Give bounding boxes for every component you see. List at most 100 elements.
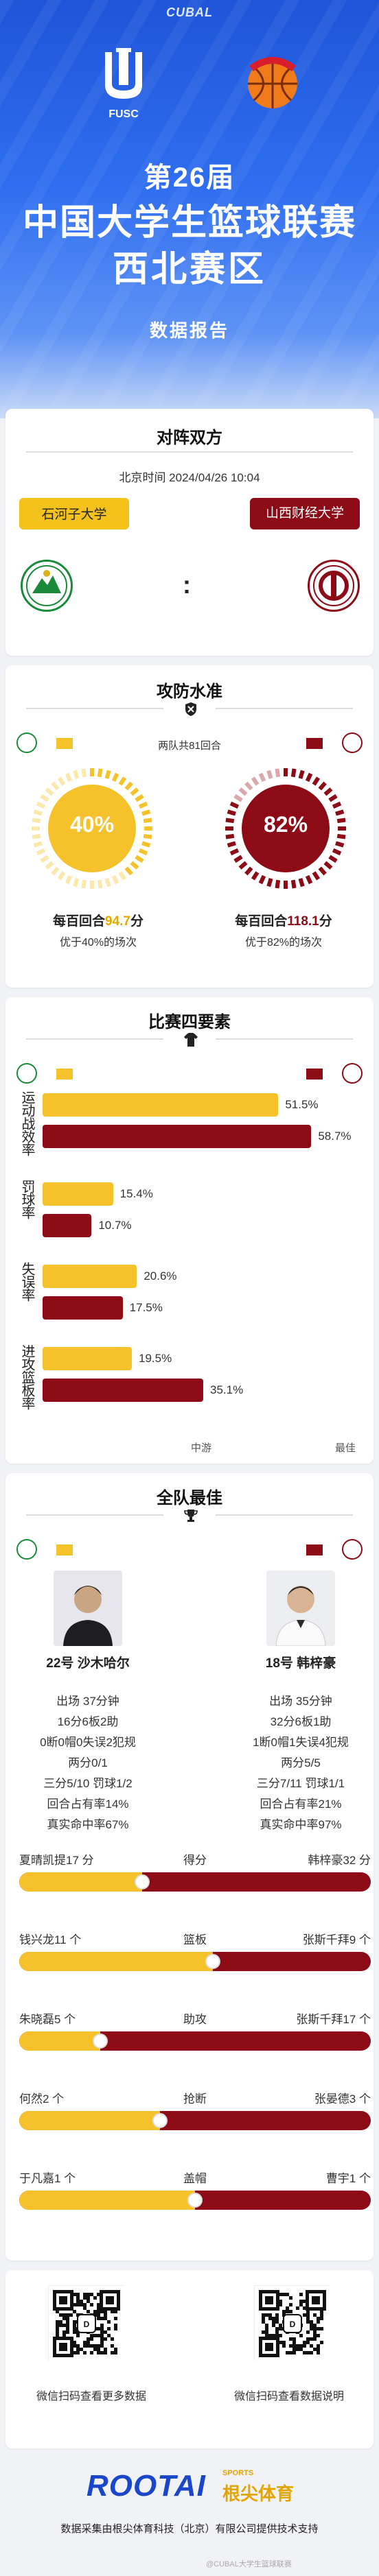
factor-bar-team-b <box>43 1214 92 1237</box>
hero-banner: CUBAL FUSC 第26届 中国大学生篮球联赛 西北赛区 数据报告 <box>0 0 379 418</box>
leader-team-b: 韩梓豪32 分 <box>308 1854 371 1867</box>
ring-disc <box>242 785 330 872</box>
ring-tick <box>104 878 111 887</box>
ring-tick <box>335 841 345 848</box>
rootai-cn: 根尖体育 <box>222 2483 295 2504</box>
ring-tick <box>275 768 281 778</box>
ring-tick <box>36 801 46 809</box>
ring-tick <box>318 781 327 791</box>
ring-tick <box>323 861 333 870</box>
ring-tick <box>40 794 49 802</box>
team-a-swatch <box>56 738 73 749</box>
ring-tick <box>312 776 321 786</box>
leader-bar-marker <box>135 1874 150 1889</box>
best-players-card: 全队最佳 22号 沙木 <box>5 1473 374 2261</box>
factor-label: 失误率 <box>19 1262 34 1301</box>
team-a-per100: 每百回合94.7分 <box>52 914 143 929</box>
factor-value-team-b: 35.1% <box>210 1383 244 1396</box>
factor-value-team-a: 20.6% <box>143 1269 177 1283</box>
footer-brand: ROOTAI SPORTS 根尖体育 <box>0 2465 379 2527</box>
team-b-small-logo-2 <box>342 1063 363 1084</box>
leader-category: 得分 <box>183 1854 207 1867</box>
ring-tick <box>244 781 253 791</box>
rootai-logo: ROOTAI <box>87 2469 206 2503</box>
qr-left-caption: 微信扫码查看更多数据 <box>36 2391 146 2402</box>
ring-tick <box>328 794 338 802</box>
ring-tick <box>225 818 235 824</box>
leader-category: 助攻 <box>183 2013 207 2026</box>
ring-tick <box>251 776 260 786</box>
ring-tick <box>244 866 253 876</box>
leader-team-b: 曹宇1 个 <box>325 2172 371 2185</box>
cuba-logo <box>242 48 303 123</box>
league-title: 中国大学生篮球联赛 <box>22 203 356 243</box>
four-factors-title: 比赛四要素 <box>148 1013 231 1031</box>
factor-value-team-b: 10.7% <box>98 1219 132 1232</box>
axis-mid-label: 中游 <box>191 1442 212 1454</box>
leader-bar-fill <box>19 2191 195 2210</box>
team-b-small-logo-3 <box>342 1539 363 1560</box>
ring-tick <box>298 770 305 779</box>
ring-tick <box>233 794 243 802</box>
player-stat-line: 0断0帽0失误2犯规 <box>40 1736 136 1749</box>
ring-tick <box>266 770 273 779</box>
player-avatar-icon <box>266 1571 335 1646</box>
ring-tick <box>229 848 240 856</box>
factor-bar-team-b <box>43 1125 312 1148</box>
leader-bar-fill <box>19 2111 160 2130</box>
matchup-card: 对阵双方 北京时间 2024/04/26 10:04 石河子大学 山西财经大学 … <box>5 409 374 656</box>
ring-tick <box>130 861 139 870</box>
best-title: 全队最佳 <box>157 1489 222 1507</box>
ring-tick <box>336 833 346 839</box>
ring-tick <box>104 770 111 779</box>
player-stat-line: 两分0/1 <box>68 1756 108 1769</box>
qr-code-more-data[interactable]: D <box>48 2285 124 2361</box>
player-stat-line: 真实命中率97% <box>260 1818 342 1831</box>
factor-bar-team-b <box>43 1379 203 1402</box>
player-stat-line: 两分5/5 <box>281 1756 321 1769</box>
ring-tick <box>51 866 60 876</box>
ring-tick <box>328 855 338 863</box>
factor-bar-team-a <box>43 1347 132 1370</box>
ring-tick <box>143 833 152 839</box>
ring-disc <box>48 785 136 872</box>
team-a-logo <box>21 560 73 612</box>
match-time: 北京时间 2024/04/26 10:04 <box>119 471 260 484</box>
ring-tick <box>111 874 119 885</box>
team-b-swatch <box>306 738 323 749</box>
player-stat-line: 出场 37分钟 <box>56 1695 119 1708</box>
ring-tick <box>312 871 321 881</box>
player-stat-line: 真实命中率67% <box>47 1818 129 1831</box>
ring-tick <box>138 848 148 856</box>
ring-tick <box>118 871 127 881</box>
player-stat-line: 出场 35分钟 <box>269 1695 332 1708</box>
team-b-ring-icon <box>225 768 346 889</box>
factor-label: 运动战效率 <box>19 1090 34 1156</box>
ring-tick <box>227 809 236 816</box>
fusc-emblem-icon <box>105 48 142 99</box>
leader-team-a: 夏晴凯提17 分 <box>19 1854 94 1867</box>
ring-tick <box>57 871 66 881</box>
qr-code-data-notes[interactable]: D <box>254 2285 330 2361</box>
team-a-ring-icon <box>32 768 152 889</box>
team-a-emblem-icon <box>26 565 67 606</box>
ring-tick <box>57 776 66 786</box>
ring-tick <box>332 848 342 856</box>
ring-tick <box>233 855 243 863</box>
team-a-percent: 40% <box>69 812 115 837</box>
leader-team-b: 张晏德3 个 <box>314 2092 371 2106</box>
ring-tick <box>305 874 313 885</box>
player-a-photo <box>54 1571 122 1646</box>
team-a-swatch-2 <box>56 1069 73 1080</box>
ring-tick <box>33 841 43 848</box>
leader-bar-fill <box>19 2031 100 2051</box>
ring-tick <box>141 809 151 816</box>
region-title: 西北赛区 <box>112 250 266 289</box>
ring-tick <box>238 787 248 796</box>
ring-tick <box>318 866 327 876</box>
ring-tick <box>40 855 49 863</box>
ring-tick <box>118 776 127 786</box>
player-stat-line: 16分6板2助 <box>57 1715 119 1728</box>
team-b-logo <box>308 560 360 612</box>
